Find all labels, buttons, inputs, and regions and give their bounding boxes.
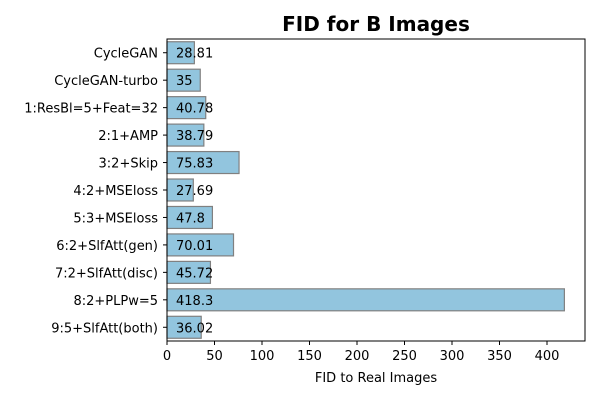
x-tick-label-4: 150 (297, 349, 322, 364)
x-tick-label-9: 400 (535, 349, 560, 364)
bars-layer: 28.81 35 40.78 38.79 75.83 27.69 47.8 70.01 45.7… (166, 41, 565, 339)
category-label-11: 9:5+SlfAtt(both) (51, 321, 158, 336)
data-label-6: 27.69 (176, 184, 213, 199)
category-label-8: 6:2+SlfAtt(gen) (56, 239, 158, 254)
x-axis-label: FID to Real Images (315, 371, 438, 386)
data-label-3: 40.78 (176, 102, 213, 117)
chart-title: FID for B Images (282, 12, 470, 36)
category-label-4: 2:1+AMP (98, 129, 158, 144)
x-tick-label-2: 50 (206, 349, 223, 364)
data-label-10: 418.3 (176, 294, 213, 309)
x-tick-label-8: 350 (487, 349, 512, 364)
x-tick-label-6: 250 (392, 349, 417, 364)
category-label-6: 4:2+MSEloss (73, 184, 158, 199)
x-tick-label-1: 0 (163, 349, 171, 364)
data-label-8: 70.01 (176, 239, 213, 254)
category-label-1: CycleGAN (94, 47, 158, 62)
data-label-1: 28.81 (176, 47, 213, 62)
data-label-2: 35 (176, 74, 193, 89)
category-label-10: 8:2+PLPw=5 (73, 294, 158, 309)
data-label-7: 47.8 (176, 211, 205, 226)
data-label-4: 38.79 (176, 129, 213, 144)
category-labels: CycleGAN CycleGAN-turbo 1:ResBl=5+Feat=32 2… (24, 47, 167, 336)
category-label-3: 1:ResBl=5+Feat=32 (24, 102, 158, 117)
category-label-5: 3:2+Skip (99, 157, 158, 172)
x-tick-label-7: 300 (440, 349, 465, 364)
x-axis-ticks: 0 50 100 150 200 250 300 350 400 (163, 341, 560, 364)
plot-frame (166, 38, 586, 342)
category-label-2: CycleGAN-turbo (54, 74, 158, 89)
bar-10 (166, 288, 565, 312)
data-label-11: 36.02 (176, 321, 213, 336)
category-label-9: 7:2+SlfAtt(disc) (55, 266, 158, 281)
category-label-7: 5:3+MSEloss (73, 211, 158, 226)
x-tick-label-3: 100 (250, 349, 275, 364)
x-tick-label-5: 200 (345, 349, 370, 364)
data-label-5: 75.83 (176, 157, 213, 172)
data-label-9: 45.72 (176, 266, 213, 281)
